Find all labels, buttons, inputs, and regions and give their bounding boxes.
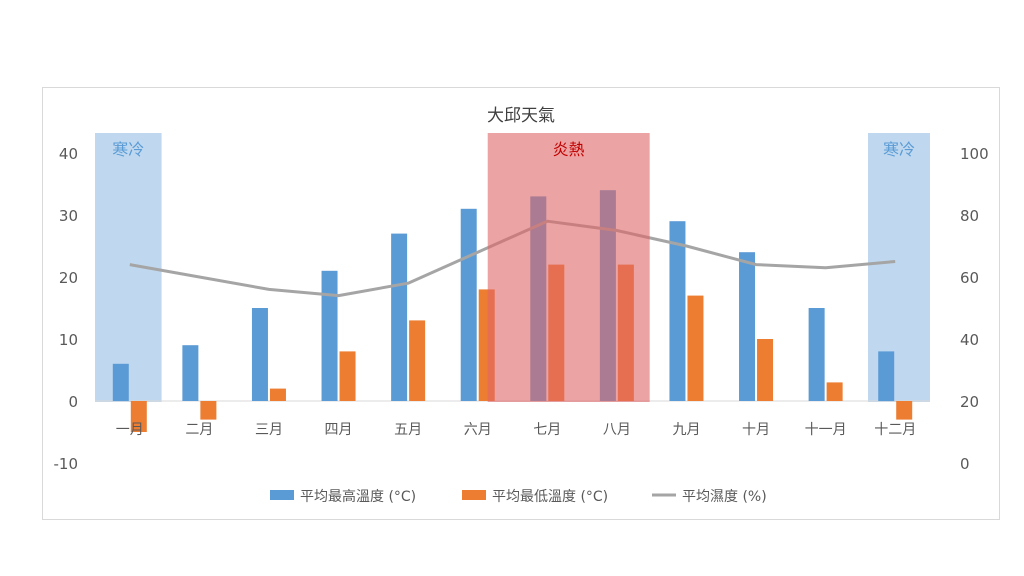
left-tick-label: 30: [59, 207, 78, 225]
annotation-region: [487, 133, 650, 402]
left-tick-label: 10: [59, 331, 78, 349]
bar-low: [339, 351, 356, 401]
bar-high: [460, 208, 477, 401]
category-label: 六月: [464, 422, 492, 438]
chart-title: 大邱天氣: [487, 106, 555, 126]
category-label: 一月: [116, 422, 144, 438]
bar-low: [757, 339, 774, 401]
bar-high: [391, 233, 408, 401]
left-tick-label: 40: [59, 145, 78, 163]
bar-high: [112, 363, 129, 401]
right-tick-label: 80: [960, 207, 979, 225]
bar-high: [321, 270, 338, 401]
bar-low: [130, 401, 147, 432]
bar-low: [896, 401, 913, 420]
right-tick-label: 40: [960, 331, 979, 349]
bar-high: [739, 252, 756, 401]
category-label: 九月: [672, 422, 700, 438]
category-label: 十一月: [805, 422, 847, 438]
left-tick-label: 20: [59, 269, 78, 287]
bar-high: [808, 308, 825, 401]
category-label: 十二月: [874, 422, 916, 438]
bar-low: [200, 401, 217, 420]
category-label: 七月: [533, 422, 561, 438]
bar-low: [269, 388, 286, 401]
category-label: 四月: [325, 422, 353, 438]
legend-swatch: [462, 490, 486, 500]
legend-label: 平均濕度 (%): [682, 489, 767, 505]
category-label: 三月: [255, 422, 283, 438]
right-tick-label: 100: [960, 145, 989, 163]
bar-high: [182, 345, 199, 401]
right-tick-label: 0: [960, 455, 970, 473]
bar-high: [669, 221, 686, 401]
bar-low: [687, 295, 704, 401]
left-tick-label: -10: [54, 455, 79, 473]
left-tick-label: 0: [68, 393, 78, 411]
category-label: 十月: [742, 422, 770, 438]
legend-swatch: [270, 490, 294, 500]
bar-low: [409, 320, 426, 401]
legend-label: 平均最高溫度 (°C): [300, 488, 416, 505]
annotation-label: 炎熱: [553, 140, 585, 159]
bar-low: [826, 382, 843, 401]
annotation-label: 寒冷: [883, 140, 915, 159]
right-tick-label: 20: [960, 393, 979, 411]
category-label: 八月: [603, 422, 631, 438]
legend-label: 平均最低溫度 (°C): [492, 489, 608, 505]
bar-high: [251, 308, 268, 401]
category-label: 二月: [185, 422, 213, 438]
annotation-label: 寒冷: [112, 140, 144, 159]
bar-high: [878, 351, 895, 401]
right-tick-label: 60: [960, 269, 979, 287]
category-label: 五月: [394, 422, 422, 438]
annotation-region: [868, 133, 930, 402]
